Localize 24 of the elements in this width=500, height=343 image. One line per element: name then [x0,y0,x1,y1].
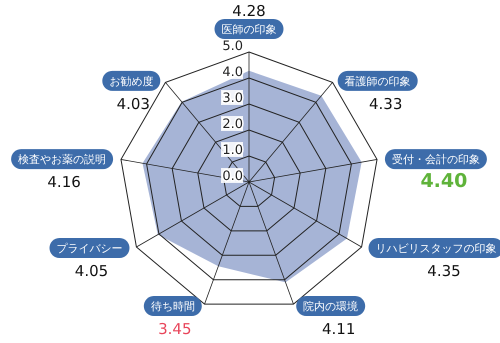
spoke-label: 受付・会計の印象 [392,153,480,166]
y-tick-label: 0.0 [222,169,243,184]
spoke-label: 看護師の印象 [344,74,411,88]
text: 4.28 [232,2,266,20]
y-tick-label: 3.0 [222,91,243,106]
spoke-label: 検査やお薬の説明 [18,153,106,166]
spoke-label: お勧め度 [109,74,154,88]
text: 4.33 [369,94,402,113]
text: 4.35 [427,262,461,280]
y-tick-label: 4.0 [222,65,243,80]
text: 4.05 [74,262,108,280]
y-tick-label: 5.0 [222,39,243,54]
text: 4.03 [116,94,150,113]
y-tick-label: 2.0 [222,117,243,132]
text: 4.11 [322,320,356,338]
y-tick-label: 1.0 [222,143,243,158]
spoke-label: プライバシー [56,242,122,255]
text: 4.16 [47,173,81,192]
spoke-label: 待ち時間 [150,300,195,314]
spoke-label: リハビリスタッフの印象 [376,242,497,255]
spoke-label: 院内の環境 [303,300,358,314]
spoke-label: 医師の印象 [222,23,276,36]
text: 4.40 [420,170,468,192]
text: 3.45 [158,320,192,338]
